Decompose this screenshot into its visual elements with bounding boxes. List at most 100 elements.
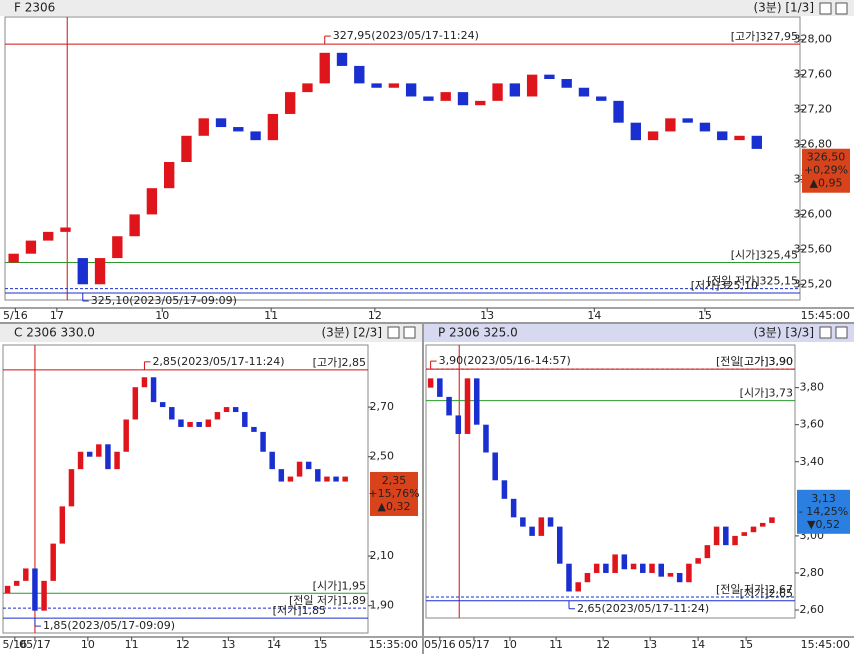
candle [741,532,748,536]
candle [4,585,11,594]
candle [556,526,563,564]
reference-label: [전일 저가]2,67 [716,582,793,596]
candle [526,74,538,97]
y-tick-label: 325,20 [794,277,833,290]
candle [630,563,637,570]
candle [695,558,701,564]
panel-title: C 2306 330.0 [14,326,95,340]
candle [529,526,535,536]
candle [223,407,230,413]
annotation-label: 1,85(2023/05/17-09:09) [43,619,175,632]
title-bar [0,0,854,16]
x-tick-label: 05/17 [458,638,490,651]
candle [405,83,417,97]
x-tick-label: 15 [739,638,753,651]
y-tick-label: 325,60 [794,242,833,255]
candle [250,131,261,141]
x-tick-label: 12 [176,638,190,651]
candle [59,506,66,544]
x-tick-label: 14 [267,638,281,651]
candle [510,498,517,518]
candle [440,92,451,101]
candle [649,563,655,573]
panel-page: (3분) [3/3] [753,326,814,340]
candle [437,378,443,397]
candle [336,52,348,66]
x-tick-label: 13 [221,638,235,651]
candle [251,426,257,432]
x-tick-label: 5/16 [3,309,28,322]
y-tick-label: 3,40 [800,455,825,468]
x-tick-label: 11 [549,638,563,651]
candle [544,74,555,80]
candle [769,517,775,523]
candle [483,424,489,453]
candle [43,231,54,241]
panel-page: (3분) [2/3] [321,326,382,340]
candle [86,451,93,457]
annotation-label: 327,95(2023/05/17-11:24) [333,29,479,42]
y-tick-label: 2,60 [800,603,825,616]
end-time: 15:45:00 [801,638,850,651]
x-tick-label: 17 [50,309,64,322]
candle [94,258,106,285]
candle [32,568,38,611]
x-tick-label: 5/16 [3,638,28,651]
window-button [387,326,400,339]
current-change: +0,29% [804,164,848,177]
x-tick-label: 13 [643,638,657,651]
window-button [819,2,832,15]
candle [593,563,600,573]
x-tick-label: 05/17 [19,638,51,651]
candle [198,118,209,136]
candle [287,476,294,482]
candle [732,535,738,546]
candle [613,100,624,123]
candle [596,96,607,101]
candle [269,451,275,470]
candle [169,407,175,420]
candle [164,161,175,189]
candle [342,476,348,482]
reference-label: [전일 저가]325,15 [707,274,798,288]
candle [473,378,480,425]
window-button [403,326,416,339]
panel-page: (3분) [1/3] [753,1,814,15]
x-tick-label: 15 [698,309,712,322]
x-tick-label: 10 [503,638,517,651]
current-diff: ▼0,52 [807,518,840,531]
candle [324,476,330,482]
candle [25,240,37,254]
candle [734,135,745,141]
y-tick-label: 3,80 [800,381,825,394]
x-tick-label: 05/16 [424,638,456,651]
y-tick-label: 2,80 [800,566,825,579]
y-tick-label: 3,60 [800,418,825,431]
candle [132,387,139,420]
candle [621,554,628,570]
candle [647,131,659,141]
current-price: 2,35 [382,474,407,487]
candle [13,580,20,586]
candle [667,572,674,577]
title-bar [0,324,422,342]
y-tick-label: 328,00 [794,33,833,46]
candle [578,87,590,97]
reference-label: [시가]1,95 [313,579,366,592]
reference-label: [고가]2,85 [313,356,366,369]
candle [750,526,757,533]
x-tick-label: 11 [264,309,278,322]
candle [676,572,683,583]
candle [260,431,266,452]
candle [60,227,71,232]
candle [455,415,462,434]
window-button [835,326,848,339]
candle [214,412,221,420]
candle [423,96,434,101]
candle [77,451,84,470]
candle [759,522,766,527]
x-tick-label: 14 [587,309,601,322]
candle [547,517,554,527]
reference-label: [고가]3,90 [740,355,793,368]
candle [603,563,609,573]
